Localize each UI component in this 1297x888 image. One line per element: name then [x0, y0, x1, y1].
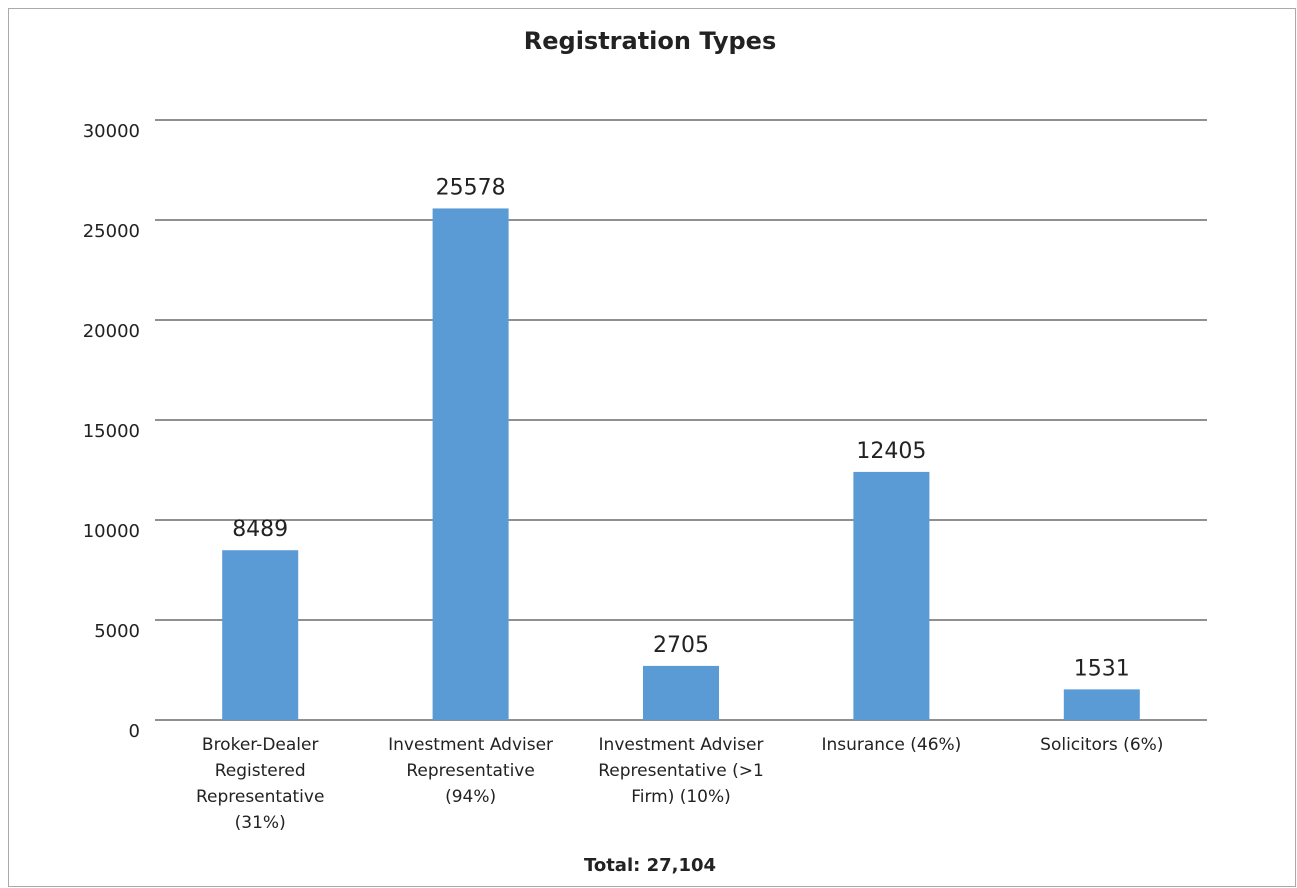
chart-title: Registration Types: [524, 27, 777, 55]
y-tick-label: 30000: [83, 121, 140, 142]
x-tick-label: Insurance (46%): [821, 735, 962, 755]
y-tick-label: 20000: [83, 321, 140, 342]
y-tick-label: 5000: [94, 621, 140, 642]
bar: [432, 208, 509, 720]
y-tick-label: 0: [129, 721, 140, 742]
value-label: 25578: [436, 175, 506, 200]
x-tick-label: Broker-Dealer Registered Representative …: [195, 735, 325, 833]
value-label: 12405: [856, 439, 926, 464]
value-label: 1531: [1074, 656, 1130, 681]
x-tick-label: Investment Adviser Representative (94%): [388, 735, 554, 807]
y-tick-label: 10000: [83, 521, 140, 542]
x-tick-label: Investment Adviser Representative (>1 Fi…: [598, 735, 764, 807]
x-tick-label: Solicitors (6%): [1040, 735, 1164, 755]
bar: [222, 550, 299, 720]
value-label: 2705: [653, 633, 709, 658]
annotation: Total: 27,104: [584, 855, 716, 876]
bar: [853, 471, 930, 720]
y-tick-label: 25000: [83, 221, 140, 242]
chart-border: [8, 8, 1296, 887]
value-label: 8489: [232, 517, 288, 542]
bar: [1063, 689, 1140, 720]
y-tick-label: 15000: [83, 421, 140, 442]
bar: [643, 665, 719, 720]
